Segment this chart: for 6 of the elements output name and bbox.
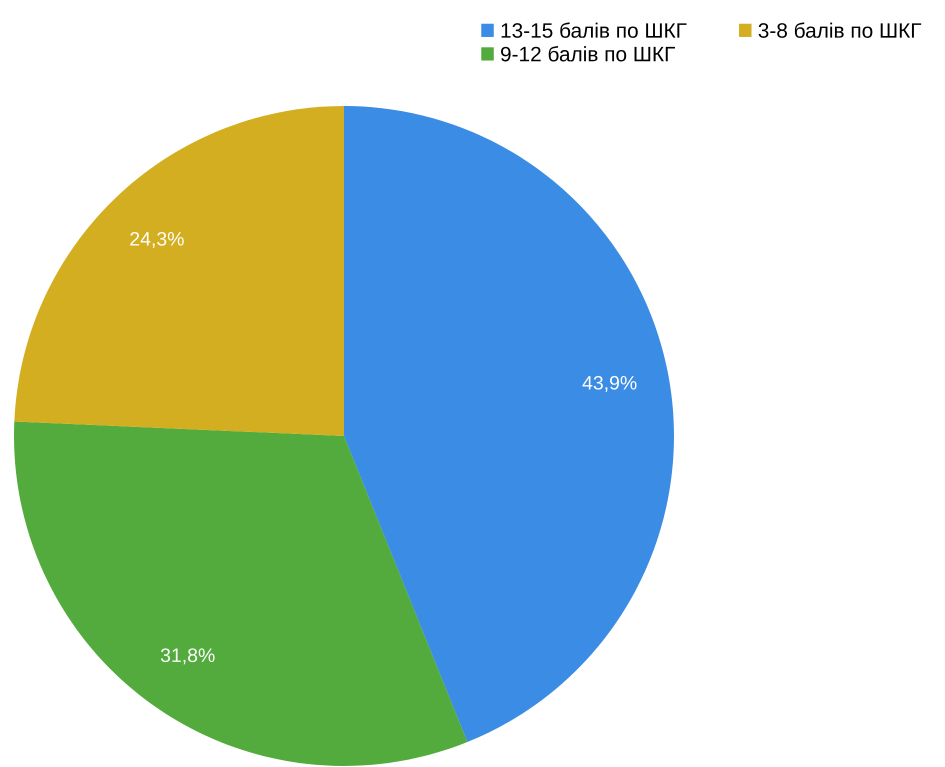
data-label: 43,9% xyxy=(582,376,637,392)
legend-label: 3-8 балів по ШКГ xyxy=(758,22,922,38)
data-label: 31,8% xyxy=(160,648,215,664)
data-label: 24,3% xyxy=(130,232,184,248)
legend-label: 13-15 балів по ШКГ xyxy=(502,22,687,38)
legend-label: 9-12 балів по ШКГ xyxy=(500,46,675,62)
